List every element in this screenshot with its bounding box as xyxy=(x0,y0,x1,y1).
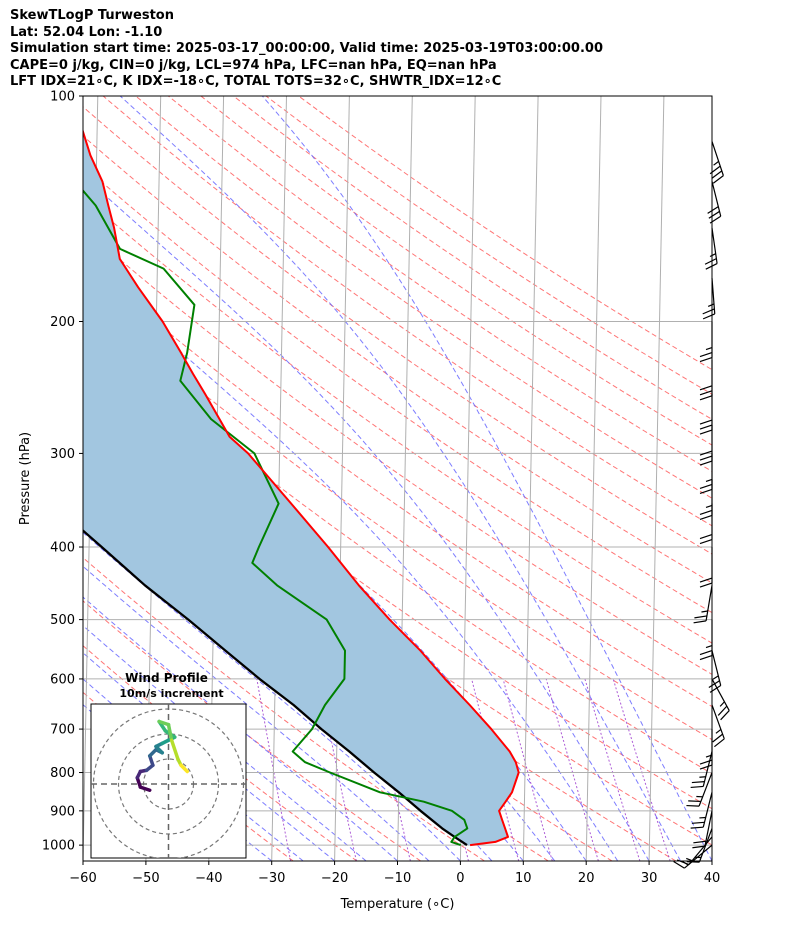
x-axis-label: Temperature (∘C) xyxy=(340,897,455,912)
isotherm xyxy=(522,96,539,861)
dry-adiabat xyxy=(83,645,358,861)
profile-lines xyxy=(83,128,520,847)
isotherm xyxy=(271,96,287,861)
dry-adiabat xyxy=(83,227,712,675)
moist-adiabat xyxy=(83,265,619,861)
dry-adiabat xyxy=(135,96,712,499)
x-tick-label: 40 xyxy=(704,871,721,886)
chart-header: SkewTLogP Turweston Lat: 52.04 Lon: -1.1… xyxy=(10,8,603,91)
chart-title: SkewTLogP Turweston xyxy=(10,8,174,23)
isotherm xyxy=(648,96,665,861)
dry-adiabat xyxy=(83,327,712,775)
isotherm xyxy=(585,96,602,861)
wind-barb xyxy=(711,704,725,748)
dry-adiabat xyxy=(83,362,712,810)
dry-adiabat xyxy=(83,475,613,861)
x-tick-label: −50 xyxy=(132,871,159,886)
wind-barb xyxy=(699,425,713,466)
mixing-ratio-line xyxy=(256,678,292,861)
hodograph-segment xyxy=(166,722,174,742)
x-tick-label: 20 xyxy=(578,871,595,886)
time-line: Simulation start time: 2025-03-17_00:00:… xyxy=(10,41,603,56)
x-tick-label: −30 xyxy=(258,871,285,886)
x-tick-label: 10 xyxy=(515,871,532,886)
dry-adiabat xyxy=(83,259,712,708)
y-axis-label: Pressure (hPa) xyxy=(18,432,33,525)
x-tick-label: 30 xyxy=(641,871,658,886)
wind-barb xyxy=(690,792,713,829)
moist-adiabat xyxy=(119,96,681,861)
y-tick-label: 700 xyxy=(50,723,75,738)
wind-barb xyxy=(699,359,713,401)
mixing-ratio-line xyxy=(502,678,553,861)
moist-adiabat xyxy=(261,96,712,861)
y-tick-label: 800 xyxy=(50,766,75,781)
mixing-ratio-line xyxy=(584,678,641,861)
dry-adiabat xyxy=(83,165,712,614)
wind-profile-inset: Wind Profile 10m/s increment xyxy=(90,671,247,859)
moist-adiabat xyxy=(83,531,461,861)
wind-barb xyxy=(707,181,722,224)
wind-barb xyxy=(699,503,713,545)
axes: −60 −50 −40 −30 −20 −10 0 10 20 30 40 1000 900 800 700… xyxy=(18,90,720,913)
inset-title: Wind Profile xyxy=(125,671,208,685)
hodograph-segment xyxy=(179,763,189,774)
background-lines xyxy=(83,96,790,861)
wind-barb xyxy=(699,729,713,770)
wind-barb xyxy=(699,619,713,661)
y-tick-label: 600 xyxy=(50,672,75,687)
y-tick-label: 200 xyxy=(50,315,75,330)
y-tick-label: 900 xyxy=(50,804,75,819)
wind-barb xyxy=(673,844,713,869)
mixing-ratio-line xyxy=(318,678,357,861)
y-tick-label: 1000 xyxy=(42,839,75,854)
dry-adiabat xyxy=(83,135,712,584)
wind-barb xyxy=(690,751,713,789)
dry-adiabat xyxy=(233,96,712,420)
wind-barb xyxy=(699,394,713,435)
moist-adiabat xyxy=(83,625,367,861)
dry-adiabat xyxy=(83,600,421,861)
y-tick-label: 500 xyxy=(50,613,75,628)
index-line: LFT IDX=21∘C, K IDX=-18∘C, TOTAL TOTS=32… xyxy=(10,74,502,89)
wind-barb xyxy=(699,321,713,363)
isotherm xyxy=(775,96,790,861)
dewpoint-line xyxy=(83,189,469,847)
location-line: Lat: 52.04 Lon: -1.10 xyxy=(10,24,163,40)
instability-shade xyxy=(83,131,519,846)
y-tick-label: 400 xyxy=(50,541,75,556)
wind-barb xyxy=(699,453,713,494)
wind-barb xyxy=(686,772,713,807)
wind-barb xyxy=(702,278,716,320)
wind-barb xyxy=(708,650,722,693)
x-tick-label: −40 xyxy=(195,871,222,886)
x-tick-label: −10 xyxy=(384,871,411,886)
moist-adiabat xyxy=(83,652,335,861)
inset-subtitle: 10m/s increment xyxy=(119,687,223,700)
wind-barbs xyxy=(673,141,730,869)
mixing-ratio-line xyxy=(545,678,599,861)
x-tick-label: −60 xyxy=(69,871,96,886)
hodograph-segment xyxy=(169,738,180,761)
parcel-line xyxy=(83,529,468,847)
wind-barb xyxy=(676,836,713,866)
y-tick-label: 300 xyxy=(50,447,75,462)
wind-barb xyxy=(692,810,713,849)
x-tick-label: −20 xyxy=(321,871,348,886)
mixing-ratio-line xyxy=(612,678,671,861)
wind-barb xyxy=(704,227,718,270)
y-tick-label: 100 xyxy=(50,90,75,105)
wind-barb xyxy=(693,585,713,624)
wind-barb xyxy=(709,141,724,184)
temperature-line xyxy=(83,128,520,847)
x-tick-label: 0 xyxy=(456,871,464,886)
wind-barb xyxy=(699,547,713,588)
cape-line: CAPE=0 j/kg, CIN=0 j/kg, LCL=974 hPa, LF… xyxy=(10,57,497,73)
